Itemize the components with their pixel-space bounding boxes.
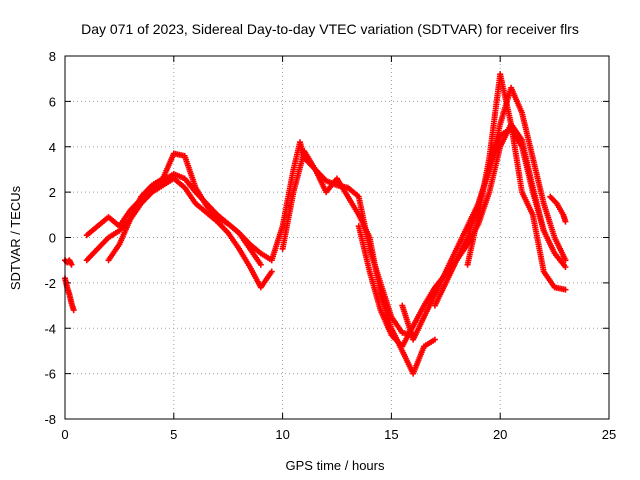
series-arc-6	[268, 139, 417, 339]
plot-clip-group	[62, 71, 569, 377]
data-point-marker	[562, 263, 569, 270]
data-point-marker	[562, 257, 569, 264]
series-arc-4	[83, 175, 275, 291]
y-tick-label: -4	[44, 321, 56, 336]
data-point-marker	[268, 268, 275, 275]
series-arc-7	[279, 148, 438, 377]
series-arc-11	[464, 71, 569, 293]
chart-title: Day 071 of 2023, Sidereal Day-to-day VTE…	[81, 21, 579, 37]
y-tick-label: 8	[49, 49, 56, 64]
x-tick-label: 25	[602, 427, 616, 442]
data-point-marker	[257, 261, 264, 268]
y-tick-label: 0	[49, 231, 56, 246]
y-tick-label: 2	[49, 185, 56, 200]
data-point-marker	[562, 218, 569, 225]
data-point-marker	[68, 261, 75, 268]
data-point-marker	[562, 286, 569, 293]
plot-frame	[64, 55, 610, 420]
data-point-marker	[70, 307, 77, 314]
x-tick-label: 20	[493, 427, 507, 442]
series-arc-5	[105, 150, 264, 268]
y-tick-label: 6	[49, 94, 56, 109]
y-tick-label: 4	[49, 140, 56, 155]
x-tick-label: 15	[384, 427, 398, 442]
series-arc-9	[399, 84, 569, 343]
x-axis-label: GPS time / hours	[286, 458, 385, 473]
series-arc-1	[62, 257, 75, 268]
series-arc-2	[62, 275, 77, 314]
series-arc-12	[547, 193, 569, 225]
y-tick-label: -6	[44, 367, 56, 382]
y-tick-label: -2	[44, 276, 56, 291]
data-point-marker	[431, 336, 438, 343]
x-tick-label: 0	[61, 427, 68, 442]
x-tick-label: 10	[275, 427, 289, 442]
y-tick-label: -8	[44, 412, 56, 427]
x-tick-label: 5	[170, 427, 177, 442]
grid-lines	[65, 56, 609, 419]
tick-labels: 0 5 10 15 20 25 -8 -6 -4 -2 0 2 4 6 8	[44, 49, 616, 442]
y-axis-label: SDTVAR / TECUs	[8, 185, 23, 290]
